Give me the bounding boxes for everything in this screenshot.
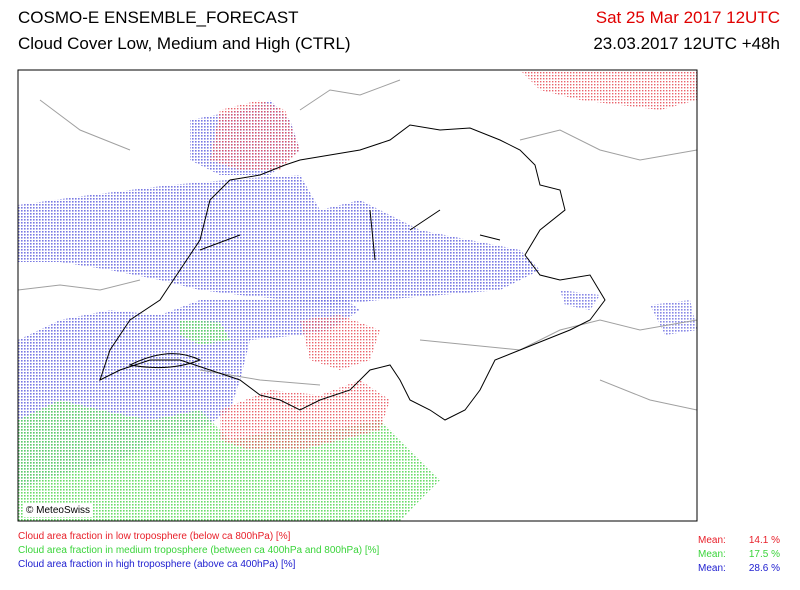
swiss-border xyxy=(99,124,606,421)
valid-time: Sat 25 Mar 2017 12UTC xyxy=(595,8,780,27)
mean-value: 28.6 % xyxy=(748,563,780,574)
mean-label: Mean: xyxy=(698,549,726,560)
mean-value: 14.1 % xyxy=(748,535,780,546)
mean-label: Mean: xyxy=(698,563,726,574)
run-time: 23.03.2017 12UTC +48h xyxy=(593,34,780,53)
subtitle: Cloud Cover Low, Medium and High (CTRL) xyxy=(18,34,351,53)
title: COSMO-E ENSEMBLE_FORECAST xyxy=(18,8,299,27)
credit: © MeteoSwiss xyxy=(24,504,93,517)
mean-label: Mean: xyxy=(698,535,726,546)
map-frame xyxy=(17,69,698,522)
mean-value: 17.5 % xyxy=(748,549,780,560)
legend-label: Cloud area fraction in high troposphere … xyxy=(18,559,296,570)
legend-label: Cloud area fraction in low troposphere (… xyxy=(18,531,291,542)
cloud-layers xyxy=(18,70,697,521)
borders xyxy=(18,79,697,411)
legend-label: Cloud area fraction in medium tropospher… xyxy=(18,545,380,556)
